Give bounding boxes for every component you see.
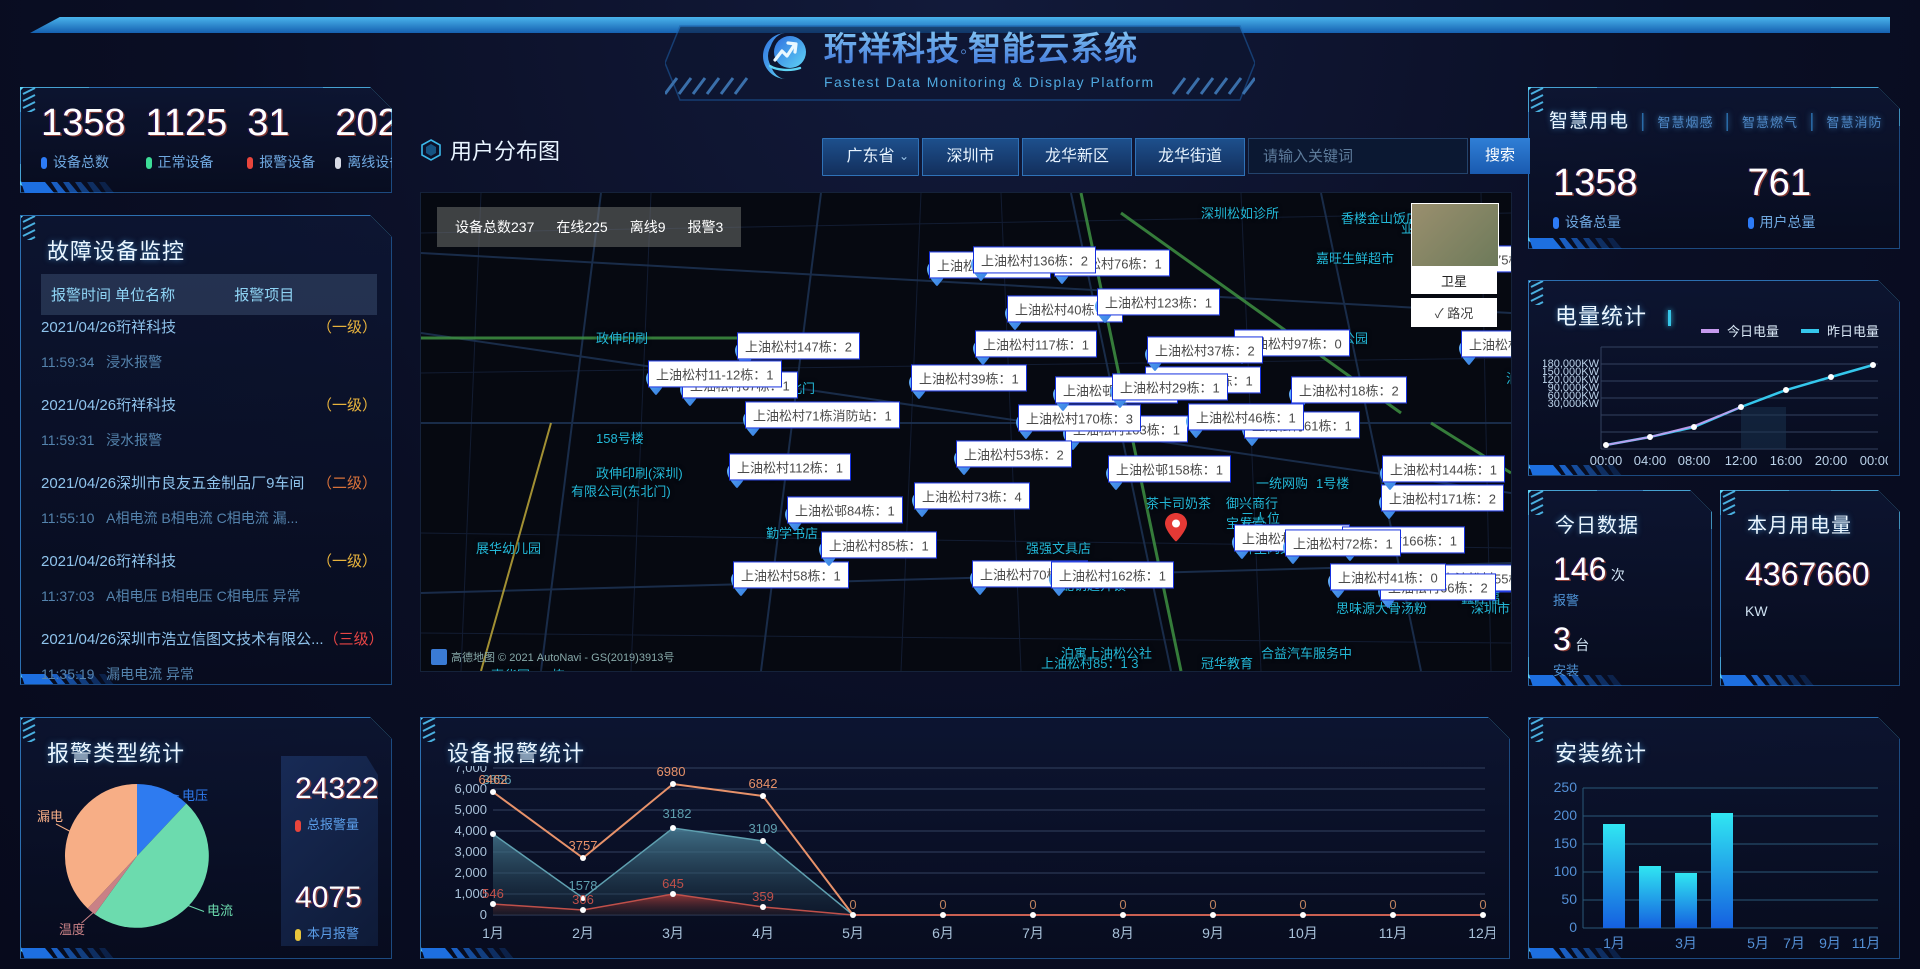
svg-text:7月: 7月 [1022,925,1044,941]
svg-text:04:00: 04:00 [1634,453,1667,468]
svg-text:1578: 1578 [569,878,598,893]
svg-text:6462: 6462 [479,772,508,787]
svg-text:2,000: 2,000 [454,865,487,880]
svg-text:5,000: 5,000 [454,802,487,817]
svg-text:6842: 6842 [749,776,778,791]
svg-text:6980: 6980 [657,766,686,779]
svg-text:0: 0 [1569,919,1577,935]
svg-text:12月: 12月 [1468,925,1495,941]
svg-text:1月: 1月 [1603,935,1625,951]
svg-text:50: 50 [1561,891,1577,907]
svg-text:7月: 7月 [1783,935,1805,951]
svg-text:645: 645 [662,876,684,891]
svg-text:4,000: 4,000 [454,823,487,838]
svg-text:16:00: 16:00 [1770,453,1803,468]
svg-text:200: 200 [1554,807,1578,823]
svg-text:12:00: 12:00 [1725,453,1758,468]
svg-text:0: 0 [1209,897,1216,912]
svg-text:9月: 9月 [1202,925,1224,941]
svg-text:1月: 1月 [482,925,504,941]
svg-text:359: 359 [752,889,774,904]
svg-text:5月: 5月 [842,925,864,941]
svg-text:3757: 3757 [569,838,598,853]
svg-text:电流: 电流 [207,903,233,918]
svg-text:00:00: 00:00 [1860,453,1888,468]
svg-text:0: 0 [939,897,946,912]
svg-text:3182: 3182 [663,806,692,821]
svg-text:3,000: 3,000 [454,844,487,859]
svg-text:0: 0 [1119,897,1126,912]
svg-text:电压: 电压 [182,788,208,803]
svg-text:9月: 9月 [1819,935,1841,951]
svg-text:3109: 3109 [749,821,778,836]
svg-text:漏电: 漏电 [37,809,63,824]
svg-text:00:00: 00:00 [1590,453,1623,468]
svg-text:温度: 温度 [59,922,85,937]
svg-text:250: 250 [1554,779,1578,795]
svg-text:3月: 3月 [1675,935,1697,951]
svg-text:6月: 6月 [932,925,954,941]
svg-text:8月: 8月 [1112,925,1134,941]
svg-text:4月: 4月 [752,925,774,941]
svg-text:3月: 3月 [662,925,684,941]
svg-text:0: 0 [849,897,856,912]
svg-text:10月: 10月 [1288,925,1318,941]
svg-text:0: 0 [1479,897,1486,912]
svg-text:11月: 11月 [1852,935,1881,951]
svg-text:0: 0 [1299,897,1306,912]
svg-text:150: 150 [1554,835,1578,851]
svg-text:2月: 2月 [572,925,594,941]
svg-text:5月: 5月 [1747,935,1769,951]
svg-text:306: 306 [572,892,594,907]
svg-text:546: 546 [482,886,504,901]
svg-text:11月: 11月 [1379,925,1408,941]
svg-text:0: 0 [1389,897,1396,912]
svg-text:30,000KW: 30,000KW [1548,398,1600,410]
svg-text:0: 0 [480,907,487,922]
svg-text:100: 100 [1554,863,1578,879]
svg-text:08:00: 08:00 [1678,453,1711,468]
svg-text:0: 0 [1029,897,1036,912]
svg-text:20:00: 20:00 [1815,453,1848,468]
